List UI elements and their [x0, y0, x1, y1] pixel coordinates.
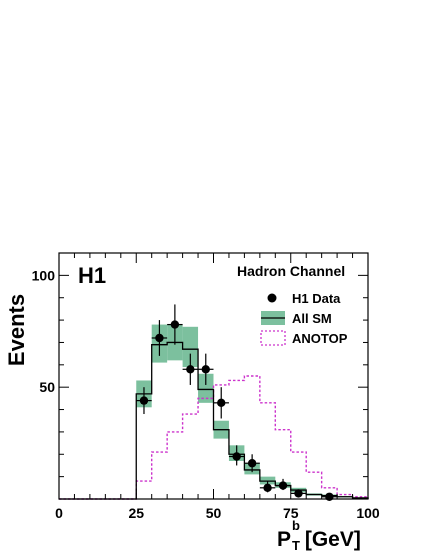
data-point — [247, 459, 257, 468]
data-point — [155, 333, 164, 343]
data-point — [263, 483, 272, 493]
legend-item-anotop: ANOTOP — [260, 330, 348, 346]
channel-label: Hadron Channel — [237, 263, 345, 279]
legend-item-sm: All SM — [261, 311, 332, 326]
y-tick-label: 100 — [32, 267, 56, 283]
data-point — [201, 365, 210, 374]
data-point — [139, 396, 149, 405]
x-tick-label: 75 — [283, 505, 299, 521]
data-point — [325, 492, 334, 501]
data-point — [294, 489, 303, 498]
x-axis-label-unit: [GeV] — [299, 528, 361, 551]
legend-item-data: H1 Data — [267, 291, 341, 306]
data-point — [186, 365, 195, 374]
y-tick-label: 50 — [39, 379, 55, 395]
data-point — [217, 398, 226, 408]
data-point — [278, 481, 288, 490]
x-tick-label: 0 — [55, 505, 63, 521]
x-axis-label-sub: T — [292, 538, 300, 553]
y-axis-label: Events — [4, 294, 29, 366]
sm-uncertainty-band — [182, 326, 199, 368]
sm-uncertainty-band — [198, 373, 214, 403]
x-axis-label-sup: b — [292, 518, 300, 533]
data-point — [232, 452, 241, 461]
legend-sm-label: All SM — [292, 311, 332, 326]
x-tick-label: 50 — [206, 505, 222, 521]
legend-anotop-box — [260, 330, 286, 346]
plot-area — [59, 304, 369, 501]
sm-histogram — [59, 341, 369, 500]
experiment-label: H1 — [78, 263, 106, 288]
anotop-histogram — [59, 375, 369, 500]
legend: H1 Data All SM ANOTOP — [260, 291, 348, 346]
data-point — [170, 320, 180, 329]
x-axis-label-main: P — [277, 528, 291, 551]
legend-anotop-label: ANOTOP — [292, 331, 348, 346]
legend-data-label: H1 Data — [292, 291, 341, 306]
x-tick-label: 25 — [128, 505, 144, 521]
x-axis-label: P b T [GeV] — [277, 518, 361, 553]
x-tick-label: 100 — [356, 505, 380, 521]
legend-data-marker — [267, 293, 277, 303]
axes: 0 25 50 75 100 50 100 — [32, 252, 380, 521]
